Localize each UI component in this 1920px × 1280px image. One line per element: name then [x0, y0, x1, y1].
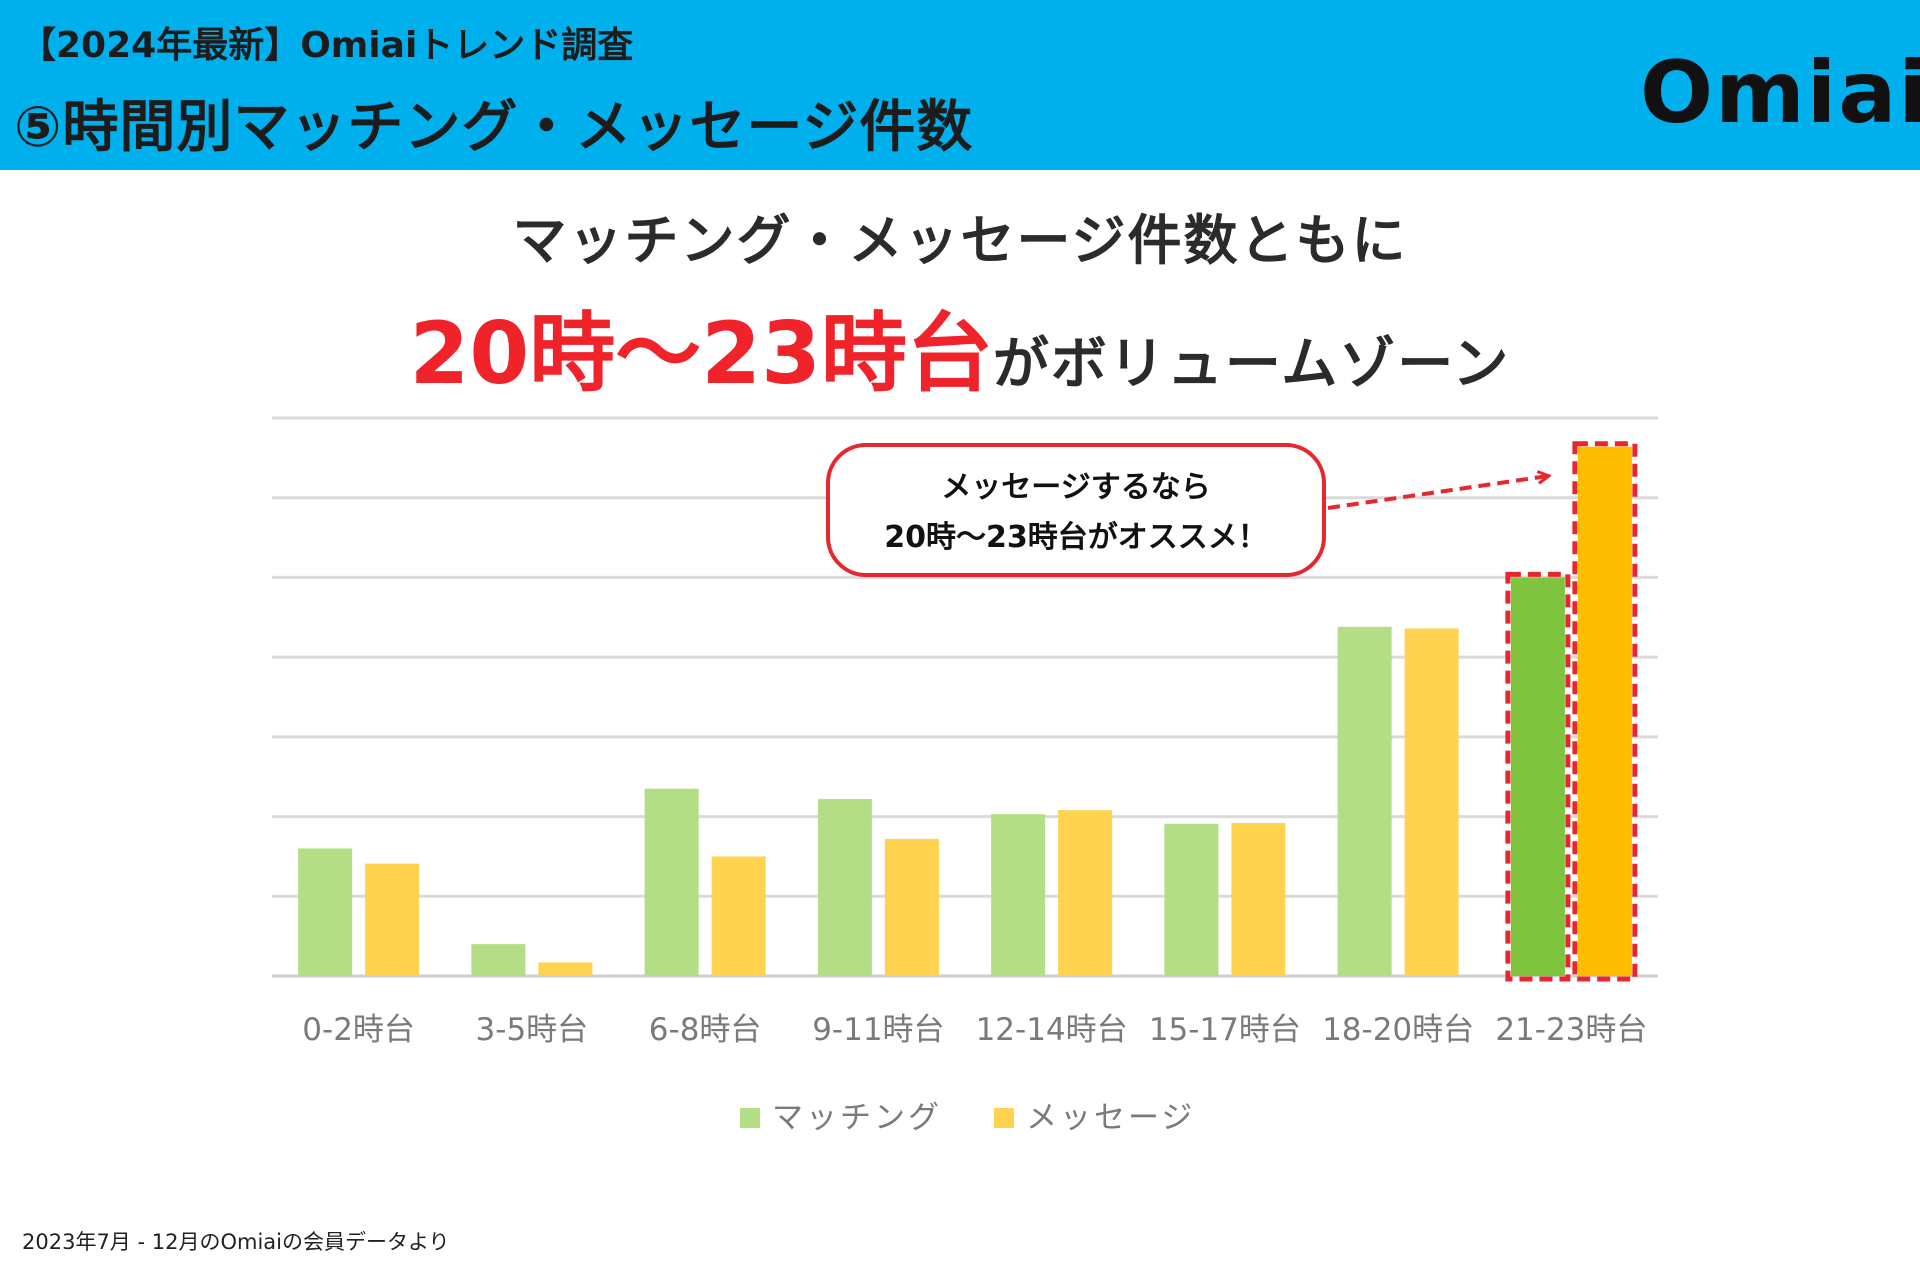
- highlight-frame: [1505, 571, 1571, 982]
- bar-chart: 0-2時台 3-5時台 6-8時台 9-11時台 12-14時台 15-17時台 18-20…: [272, 416, 1658, 1136]
- headline: マッチング・メッセージ件数ともに 20時〜23時台がボリュームゾーン: [0, 196, 1920, 408]
- callout-box: [826, 443, 1326, 577]
- category-label: 12-14時台: [976, 1012, 1128, 1048]
- bar-matching: [1337, 626, 1392, 976]
- bar-message: [1577, 446, 1632, 976]
- category-label: 18-20時台: [1322, 1012, 1474, 1048]
- bar-message: [538, 962, 593, 976]
- callout-arrow: [1327, 476, 1548, 510]
- category-label: 21-23時台: [1495, 1012, 1647, 1048]
- highlight-frame: [1572, 441, 1638, 982]
- header-kicker: 【2024年最新】Omiaiトレンド調査: [20, 25, 634, 66]
- category-label: 9-11時台: [812, 1012, 944, 1048]
- bar-matching: [471, 944, 526, 976]
- bar-message: [884, 838, 939, 976]
- bar-matching: [644, 788, 699, 976]
- headline-highlight: 20時〜23時台: [409, 304, 993, 404]
- header-banner: 【2024年最新】Omiaiトレンド調査 ⑤時間別マッチング・メッセージ件数 O…: [0, 0, 1920, 170]
- legend-swatch: [740, 1108, 760, 1128]
- bar-message: [1404, 628, 1459, 976]
- bar-matching: [1510, 577, 1565, 976]
- legend-swatch: [994, 1108, 1014, 1128]
- category-label: 15-17時台: [1149, 1012, 1301, 1048]
- bar-message: [1058, 810, 1113, 976]
- legend-label: メッセージ: [1026, 1100, 1195, 1136]
- bars: [298, 441, 1638, 982]
- bar-message: [365, 863, 420, 976]
- callout: メッセージするなら 20時〜23時台がオススメ！: [826, 443, 1548, 577]
- callout-line1: メッセージするなら: [941, 470, 1210, 505]
- headline-line2: 20時〜23時台がボリュームゾーン: [0, 283, 1920, 408]
- bar-matching: [1164, 823, 1219, 976]
- bar-matching: [991, 814, 1046, 976]
- category-label: 0-2時台: [302, 1012, 415, 1048]
- bar-message: [711, 856, 766, 976]
- callout-line2: 20時〜23時台がオススメ！: [884, 520, 1268, 555]
- category-labels: 0-2時台 3-5時台 6-8時台 9-11時台 12-14時台 15-17時台 18-20…: [302, 1012, 1647, 1048]
- bar-matching: [298, 848, 353, 976]
- bar-message: [1231, 822, 1286, 976]
- legend: マッチング メッセージ: [740, 1100, 1195, 1136]
- legend-label: マッチング: [772, 1100, 942, 1136]
- headline-rest: がボリュームゾーン: [992, 332, 1511, 397]
- page-title: ⑤時間別マッチング・メッセージ件数: [14, 95, 974, 160]
- category-label: 6-8時台: [649, 1012, 762, 1048]
- omiai-logo: Omiai: [1640, 43, 1920, 143]
- headline-line1: マッチング・メッセージ件数ともに: [512, 209, 1408, 272]
- category-label: 3-5時台: [476, 1012, 589, 1048]
- bar-matching: [817, 799, 872, 976]
- footnote: 2023年7月 - 12月のOmiaiの会員データより: [22, 1230, 450, 1254]
